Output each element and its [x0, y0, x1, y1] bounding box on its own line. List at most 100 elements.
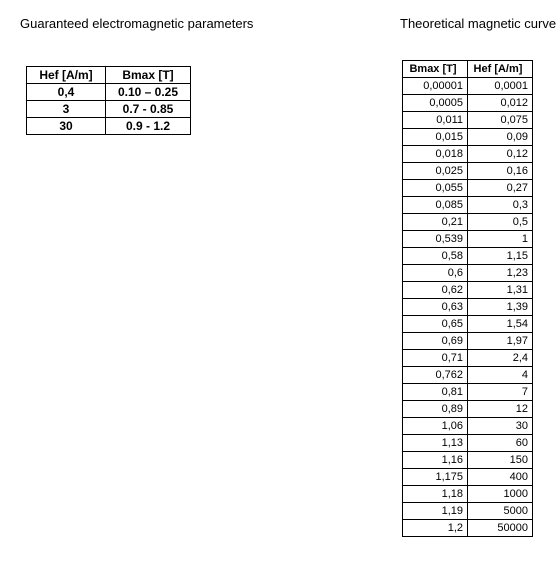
table-row: 0,0550,27 — [403, 180, 533, 197]
table-cell: 1,97 — [468, 333, 533, 350]
table-row: 30.7 - 0.85 — [27, 101, 191, 118]
table-cell: 0,075 — [468, 112, 533, 129]
table-cell: 0,58 — [403, 248, 468, 265]
table-row: 0,581,15 — [403, 248, 533, 265]
table-row: 1,195000 — [403, 503, 533, 520]
table-row: 1,16150 — [403, 452, 533, 469]
table-cell: 0,00001 — [403, 78, 468, 95]
table-cell: 1,18 — [403, 486, 468, 503]
table-cell: 0,0001 — [468, 78, 533, 95]
table-row: 0,210,5 — [403, 214, 533, 231]
table-cell: 50000 — [468, 520, 533, 537]
table-cell: 0,085 — [403, 197, 468, 214]
table-cell: 1,13 — [403, 435, 468, 452]
table-cell: 1,39 — [468, 299, 533, 316]
table-cell: 0,5 — [468, 214, 533, 231]
table-row: 0,631,39 — [403, 299, 533, 316]
table-cell: 0,018 — [403, 146, 468, 163]
table-cell: 0,025 — [403, 163, 468, 180]
table-cell: 0,63 — [403, 299, 468, 316]
table-cell: 0,012 — [468, 95, 533, 112]
table-row: 0,651,54 — [403, 316, 533, 333]
table-row: 0,817 — [403, 384, 533, 401]
table-cell: 0,89 — [403, 401, 468, 418]
table-cell: 60 — [468, 435, 533, 452]
table-row: 0,8912 — [403, 401, 533, 418]
table-cell: 0,62 — [403, 282, 468, 299]
table-cell: 0,4 — [27, 84, 106, 101]
table-row: 1,250000 — [403, 520, 533, 537]
table-cell: 1,175 — [403, 469, 468, 486]
table-cell: 1,06 — [403, 418, 468, 435]
magnetic-curve-body: 0,000010,00010,00050,0120,0110,0750,0150… — [403, 78, 533, 537]
col-header: Bmax [T] — [403, 61, 468, 78]
table-cell: 0,09 — [468, 129, 533, 146]
table-cell: 400 — [468, 469, 533, 486]
table-cell: 1000 — [468, 486, 533, 503]
table-cell: 1,54 — [468, 316, 533, 333]
table-header-row: Hef [A/m] Bmax [T] — [27, 67, 191, 84]
table-cell: 2,4 — [468, 350, 533, 367]
magnetic-curve-table: Bmax [T] Hef [A/m] 0,000010,00010,00050,… — [402, 60, 533, 537]
table-row: 0,0150,09 — [403, 129, 533, 146]
table-cell: 12 — [468, 401, 533, 418]
table-row: 0,00050,012 — [403, 95, 533, 112]
table-cell: 30 — [468, 418, 533, 435]
table-row: 0,5391 — [403, 231, 533, 248]
table-cell: 0,81 — [403, 384, 468, 401]
guaranteed-params-body: 0,40.10 – 0.2530.7 - 0.85300.9 - 1.2 — [27, 84, 191, 135]
table-row: 1,0630 — [403, 418, 533, 435]
table-header-row: Bmax [T] Hef [A/m] — [403, 61, 533, 78]
table-cell: 0,0005 — [403, 95, 468, 112]
table-row: 0,712,4 — [403, 350, 533, 367]
table-cell: 3 — [27, 101, 106, 118]
table-row: 0,0180,12 — [403, 146, 533, 163]
table-cell: 0,65 — [403, 316, 468, 333]
table-cell: 0,12 — [468, 146, 533, 163]
table-cell: 0,015 — [403, 129, 468, 146]
table-cell: 150 — [468, 452, 533, 469]
table-cell: 0,055 — [403, 180, 468, 197]
table-cell: 4 — [468, 367, 533, 384]
table-cell: 1,31 — [468, 282, 533, 299]
magnetic-curve-title: Theoretical magnetic curve — [400, 16, 556, 31]
table-cell: 1,15 — [468, 248, 533, 265]
table-cell: 0,71 — [403, 350, 468, 367]
guaranteed-params-title: Guaranteed electromagnetic parameters — [20, 16, 253, 31]
table-row: 0,40.10 – 0.25 — [27, 84, 191, 101]
table-cell: 30 — [27, 118, 106, 135]
table-row: 1,181000 — [403, 486, 533, 503]
table-cell: 0,762 — [403, 367, 468, 384]
table-cell: 0,6 — [403, 265, 468, 282]
table-row: 0,61,23 — [403, 265, 533, 282]
table-cell: 0,3 — [468, 197, 533, 214]
table-row: 0,7624 — [403, 367, 533, 384]
table-cell: 5000 — [468, 503, 533, 520]
table-row: 1,175400 — [403, 469, 533, 486]
table-cell: 1,23 — [468, 265, 533, 282]
table-cell: 0,011 — [403, 112, 468, 129]
table-cell: 7 — [468, 384, 533, 401]
table-row: 1,1360 — [403, 435, 533, 452]
table-cell: 1,19 — [403, 503, 468, 520]
table-cell: 0.7 - 0.85 — [106, 101, 191, 118]
table-cell: 0.9 - 1.2 — [106, 118, 191, 135]
table-cell: 1 — [468, 231, 533, 248]
table-cell: 0,539 — [403, 231, 468, 248]
table-row: 0,621,31 — [403, 282, 533, 299]
table-row: 0,0250,16 — [403, 163, 533, 180]
table-row: 0,000010,0001 — [403, 78, 533, 95]
col-header: Hef [A/m] — [468, 61, 533, 78]
table-cell: 1,16 — [403, 452, 468, 469]
col-header: Bmax [T] — [106, 67, 191, 84]
col-header: Hef [A/m] — [27, 67, 106, 84]
table-cell: 1,2 — [403, 520, 468, 537]
table-cell: 0,16 — [468, 163, 533, 180]
table-cell: 0.10 – 0.25 — [106, 84, 191, 101]
table-row: 0,0850,3 — [403, 197, 533, 214]
table-row: 300.9 - 1.2 — [27, 118, 191, 135]
table-cell: 0,21 — [403, 214, 468, 231]
table-cell: 0,69 — [403, 333, 468, 350]
table-cell: 0,27 — [468, 180, 533, 197]
guaranteed-params-table: Hef [A/m] Bmax [T] 0,40.10 – 0.2530.7 - … — [26, 66, 191, 135]
